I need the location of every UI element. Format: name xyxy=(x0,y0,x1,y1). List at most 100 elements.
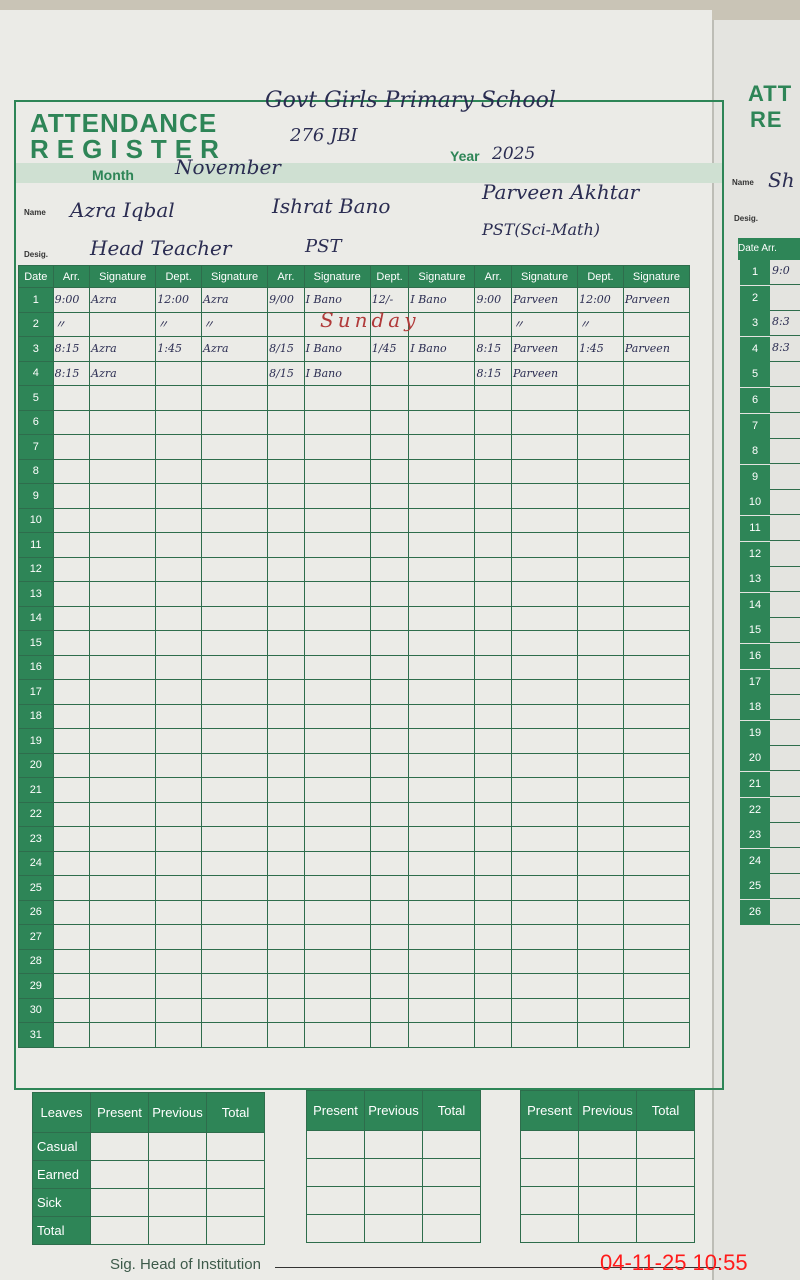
entry-cell[interactable] xyxy=(155,532,203,558)
entry-cell[interactable] xyxy=(510,777,579,803)
entry-cell[interactable]: Azra xyxy=(89,336,157,362)
entry-cell[interactable] xyxy=(89,826,157,852)
entry-cell[interactable] xyxy=(303,1022,371,1048)
entry-cell[interactable] xyxy=(577,875,624,901)
entry-cell[interactable] xyxy=(622,948,691,974)
entry-cell[interactable] xyxy=(408,826,476,852)
entry-cell[interactable] xyxy=(369,532,410,558)
entry-cell[interactable]: 9:00 xyxy=(474,287,512,313)
entry-cell[interactable] xyxy=(474,777,512,803)
entry-cell[interactable] xyxy=(622,973,691,999)
entry-cell[interactable] xyxy=(267,973,305,999)
entry-cell[interactable] xyxy=(89,752,157,778)
entry-cell[interactable] xyxy=(52,409,91,435)
entry-cell[interactable] xyxy=(408,948,476,974)
entry-cell[interactable] xyxy=(510,703,579,729)
entry-cell[interactable] xyxy=(89,801,157,827)
entry-cell[interactable] xyxy=(622,605,691,631)
entry-cell[interactable] xyxy=(267,385,305,411)
entry-cell[interactable] xyxy=(89,654,157,680)
entry-cell[interactable] xyxy=(201,507,269,533)
entry-cell[interactable] xyxy=(89,311,157,337)
entry-cell[interactable] xyxy=(369,434,410,460)
entry-cell[interactable] xyxy=(89,924,157,950)
entry-cell[interactable] xyxy=(474,630,512,656)
entry-cell[interactable] xyxy=(510,801,579,827)
entry-cell[interactable] xyxy=(408,581,476,607)
entry-cell[interactable] xyxy=(201,556,269,582)
entry-cell[interactable] xyxy=(267,826,305,852)
entry-cell[interactable]: 1:45 xyxy=(577,336,624,362)
entry-cell[interactable] xyxy=(577,434,624,460)
entry-cell[interactable] xyxy=(52,605,91,631)
entry-cell[interactable] xyxy=(267,630,305,656)
entry-cell[interactable] xyxy=(577,948,624,974)
entry-cell[interactable] xyxy=(510,948,579,974)
entry-cell[interactable] xyxy=(408,385,476,411)
entry-cell[interactable] xyxy=(622,752,691,778)
entry-cell[interactable] xyxy=(155,630,203,656)
entry-cell[interactable] xyxy=(267,777,305,803)
entry-cell[interactable] xyxy=(52,581,91,607)
entry-cell[interactable] xyxy=(408,777,476,803)
entry-cell[interactable] xyxy=(622,826,691,852)
entry-cell[interactable]: 9/00 xyxy=(267,287,305,313)
entry-cell[interactable] xyxy=(474,728,512,754)
entry-cell[interactable] xyxy=(408,924,476,950)
entry-cell[interactable] xyxy=(577,997,624,1023)
entry-cell[interactable] xyxy=(622,679,691,705)
entry-cell[interactable] xyxy=(89,875,157,901)
entry-cell[interactable] xyxy=(622,434,691,460)
entry-cell[interactable]: 8:15 xyxy=(474,336,512,362)
entry-cell[interactable] xyxy=(201,409,269,435)
entry-cell[interactable] xyxy=(408,752,476,778)
entry-cell[interactable] xyxy=(201,532,269,558)
entry-cell[interactable] xyxy=(155,801,203,827)
entry-cell[interactable]: 〃 xyxy=(155,311,203,337)
entry-cell[interactable] xyxy=(510,679,579,705)
entry-cell[interactable] xyxy=(408,434,476,460)
entry-cell[interactable] xyxy=(52,507,91,533)
entry-cell[interactable] xyxy=(577,801,624,827)
entry-cell[interactable] xyxy=(267,997,305,1023)
entry-cell[interactable] xyxy=(52,679,91,705)
entry-cell[interactable] xyxy=(474,997,512,1023)
entry-cell[interactable] xyxy=(303,924,371,950)
entry-cell[interactable] xyxy=(510,899,579,925)
entry-cell[interactable]: 1/45 xyxy=(369,336,410,362)
entry-cell[interactable] xyxy=(303,679,371,705)
entry-cell[interactable]: I Bano xyxy=(408,287,476,313)
entry-cell[interactable] xyxy=(155,826,203,852)
entry-cell[interactable] xyxy=(577,507,624,533)
entry-cell[interactable] xyxy=(303,973,371,999)
entry-cell[interactable] xyxy=(303,654,371,680)
entry-cell[interactable] xyxy=(267,458,305,484)
entry-cell[interactable] xyxy=(267,875,305,901)
entry-cell[interactable] xyxy=(474,605,512,631)
entry-cell[interactable] xyxy=(201,875,269,901)
entry-cell[interactable]: 9:00 xyxy=(52,287,91,313)
entry-cell[interactable] xyxy=(52,728,91,754)
entry-cell[interactable] xyxy=(201,728,269,754)
entry-cell[interactable] xyxy=(474,948,512,974)
entry-cell[interactable]: 8:15 xyxy=(474,360,512,386)
entry-cell[interactable] xyxy=(369,752,410,778)
entry-cell[interactable] xyxy=(369,360,410,386)
entry-cell[interactable] xyxy=(52,826,91,852)
entry-cell[interactable] xyxy=(303,826,371,852)
entry-cell[interactable] xyxy=(408,458,476,484)
entry-cell[interactable] xyxy=(369,679,410,705)
entry-cell[interactable] xyxy=(303,850,371,876)
entry-cell[interactable] xyxy=(155,483,203,509)
entry-cell[interactable] xyxy=(303,556,371,582)
entry-cell[interactable] xyxy=(89,458,157,484)
entry-cell[interactable] xyxy=(201,924,269,950)
entry-cell[interactable] xyxy=(155,875,203,901)
entry-cell[interactable] xyxy=(52,801,91,827)
entry-cell[interactable]: 8/15 xyxy=(267,360,305,386)
entry-cell[interactable] xyxy=(303,948,371,974)
entry-cell[interactable]: I Bano xyxy=(303,287,371,313)
entry-cell[interactable] xyxy=(622,801,691,827)
entry-cell[interactable] xyxy=(622,703,691,729)
entry-cell[interactable] xyxy=(510,850,579,876)
